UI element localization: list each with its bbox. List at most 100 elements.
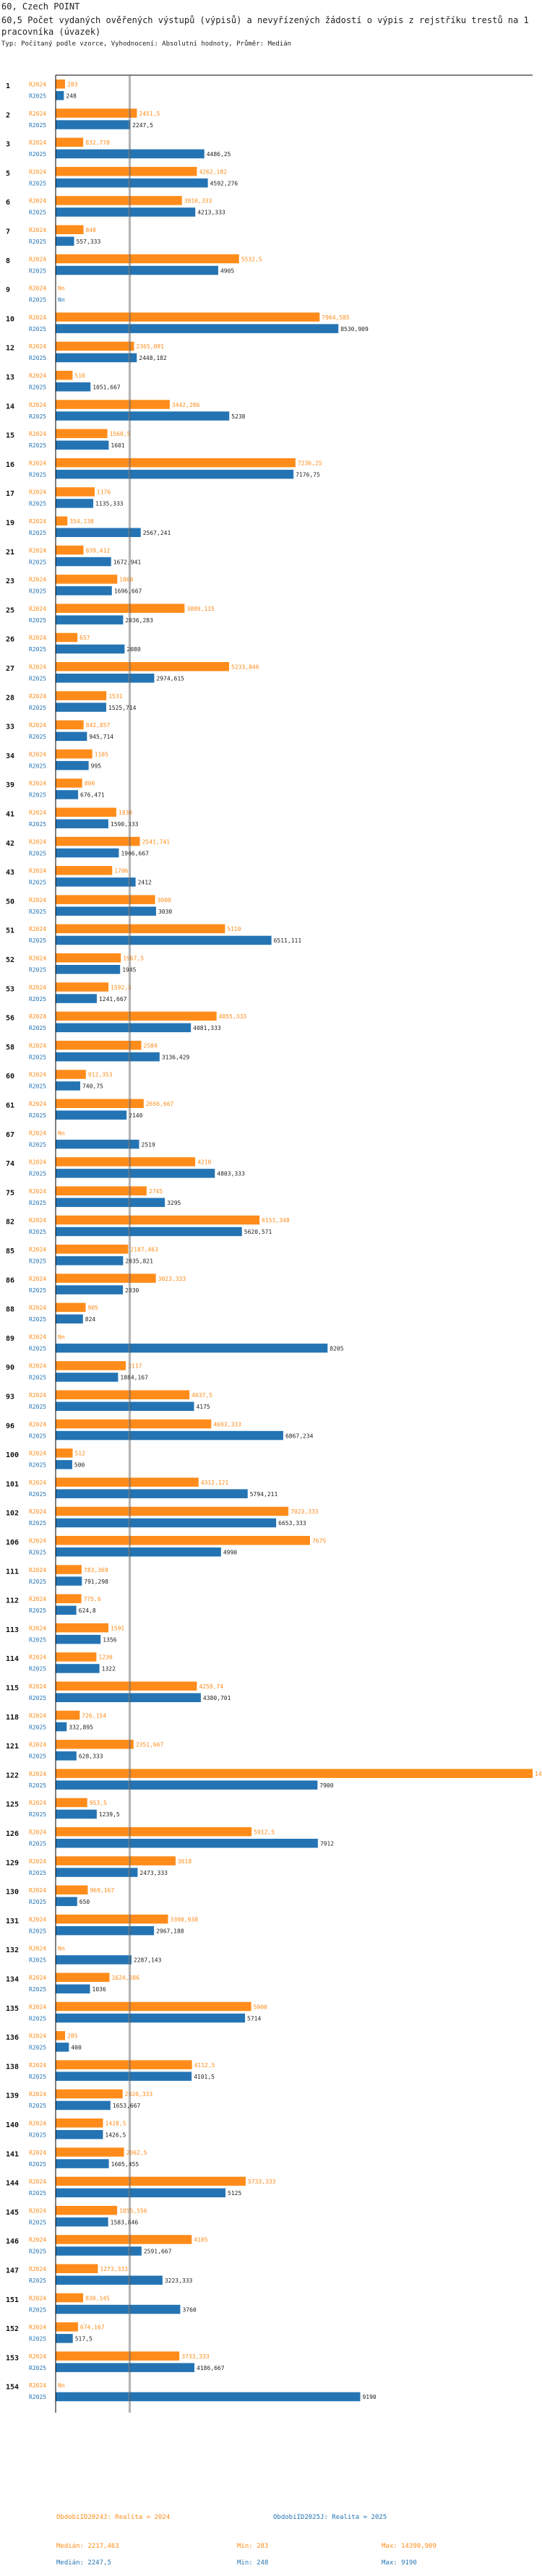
series-label-2025: R2025 (29, 1695, 46, 1701)
category-label: 126 (6, 1830, 19, 1838)
series-label-2024: R2024 (29, 139, 46, 146)
category-label: 75 (6, 1189, 14, 1197)
value-label-2024: 1105 (95, 751, 108, 757)
series-label-2025: R2025 (29, 297, 46, 304)
series-label-2024: R2024 (29, 722, 46, 729)
series-label-2025: R2025 (29, 413, 46, 420)
category-label: 7 (6, 228, 10, 236)
series-label-2024: R2024 (29, 2207, 46, 2214)
bar-2024 (56, 2351, 180, 2361)
value-label-2024: 969,167 (90, 1887, 114, 1894)
value-label-2024: 800 (85, 781, 95, 787)
bar-2025 (56, 1256, 124, 1266)
value-label-2024: 3023,333 (158, 1276, 186, 1282)
value-label-2024: 3000 (158, 897, 171, 903)
bar-2024 (56, 1856, 176, 1866)
category-label: 121 (6, 1743, 19, 1751)
category-label: 125 (6, 1801, 19, 1809)
value-label-2025: 1906,667 (121, 850, 149, 856)
bar-2025 (56, 236, 74, 246)
value-label-2025: 4175 (196, 1404, 210, 1410)
series-label-2025: R2025 (29, 1899, 46, 1905)
value-label-2025: 1036 (93, 1986, 106, 1993)
value-label-2025: 1884,167 (120, 1375, 148, 1381)
value-label-2025: 248 (66, 93, 77, 100)
bar-2024 (56, 1477, 199, 1487)
series-label-2025: R2025 (29, 1200, 46, 1206)
value-label-2025: 6511,111 (274, 937, 302, 944)
series-label-2025: R2025 (29, 385, 46, 391)
bar-2025 (56, 557, 111, 567)
series-label-2025: R2025 (29, 1811, 46, 1818)
bar-2025 (56, 528, 141, 537)
value-label-2025: 400 (71, 2045, 82, 2051)
value-label-2025: 1583,846 (111, 2219, 139, 2225)
category-label: 102 (6, 1510, 19, 1518)
series-label-2025: R2025 (29, 501, 46, 507)
series-label-2024: R2024 (29, 1130, 46, 1136)
category-label: 10 (6, 315, 14, 323)
series-label-2024: R2024 (29, 1217, 46, 1224)
series-label-2024: R2024 (29, 2295, 46, 2301)
category-label: 53 (6, 985, 14, 993)
bar-2025 (56, 1460, 72, 1469)
bar-2025 (56, 1110, 127, 1120)
bar-2025 (56, 440, 109, 450)
bar-2025 (56, 994, 97, 1003)
series-label-2025: R2025 (29, 1433, 46, 1439)
series-label-2024: R2024 (29, 1538, 46, 1545)
series-label-2024: R2024 (29, 1508, 46, 1515)
value-label-2025: 5794,211 (250, 1491, 278, 1498)
value-label-2025: 2567,241 (143, 530, 171, 536)
bar-2025 (56, 1576, 82, 1586)
series-label-2024: R2024 (29, 1421, 46, 1427)
value-label-2025: 676,471 (80, 792, 105, 799)
series-label-2025: R2025 (29, 1316, 46, 1323)
value-label-2025: 3030 (158, 909, 172, 915)
bar-2024 (56, 2089, 123, 2099)
series-label-2025: R2025 (29, 734, 46, 740)
bar-2025 (56, 1518, 277, 1528)
value-label-2025: 1653,667 (113, 2103, 141, 2109)
value-label-2024: 2365,091 (136, 343, 164, 350)
series-label-2024: R2024 (29, 1712, 46, 1719)
series-label-2025: R2025 (29, 2336, 46, 2343)
bar-2025 (56, 382, 91, 392)
series-label-2025: R2025 (29, 2219, 46, 2225)
series-label-2025: R2025 (29, 530, 46, 536)
value-label-2025: 2412 (138, 880, 152, 886)
bar-2025 (56, 2130, 103, 2139)
series-label-2025: R2025 (29, 1986, 46, 1993)
bar-2024 (56, 895, 155, 904)
value-label-2024: 4210 (197, 1159, 211, 1166)
series-label-2024: R2024 (29, 577, 46, 583)
bar-2025 (56, 2188, 226, 2198)
category-label: 134 (6, 1976, 19, 1984)
category-label: 113 (6, 1626, 19, 1634)
series-label-2024: R2024 (29, 810, 46, 816)
series-label-2024: R2024 (29, 460, 46, 466)
series-label-2024: R2024 (29, 1042, 46, 1049)
value-label-2025: 3760 (182, 2306, 196, 2313)
series-label-2025: R2025 (29, 967, 46, 974)
value-label-2025: 2473,333 (139, 1870, 168, 1876)
bar-2024 (56, 953, 121, 963)
series-label-2024: R2024 (29, 489, 46, 496)
category-label: 58 (6, 1044, 14, 1052)
series-label-2025: R2025 (29, 646, 46, 653)
category-label: 101 (6, 1480, 19, 1488)
value-label-2024: 2351,667 (136, 1742, 164, 1748)
series-label-2025: R2025 (29, 1462, 46, 1469)
value-label-2025: 2247,5 (132, 122, 153, 129)
bar-2024 (56, 254, 239, 264)
series-label-2025: R2025 (29, 2306, 46, 2313)
bar-2024 (56, 312, 320, 322)
value-label-2024: Nn (58, 2382, 65, 2389)
bar-2024 (56, 225, 84, 234)
bar-2024 (56, 749, 93, 759)
series-label-2025: R2025 (29, 326, 46, 332)
bar-2024 (56, 1681, 197, 1691)
bar-2024 (56, 2322, 78, 2332)
min-2024: Min: 283 (237, 2543, 269, 2550)
series-label-2025: R2025 (29, 1579, 46, 1585)
